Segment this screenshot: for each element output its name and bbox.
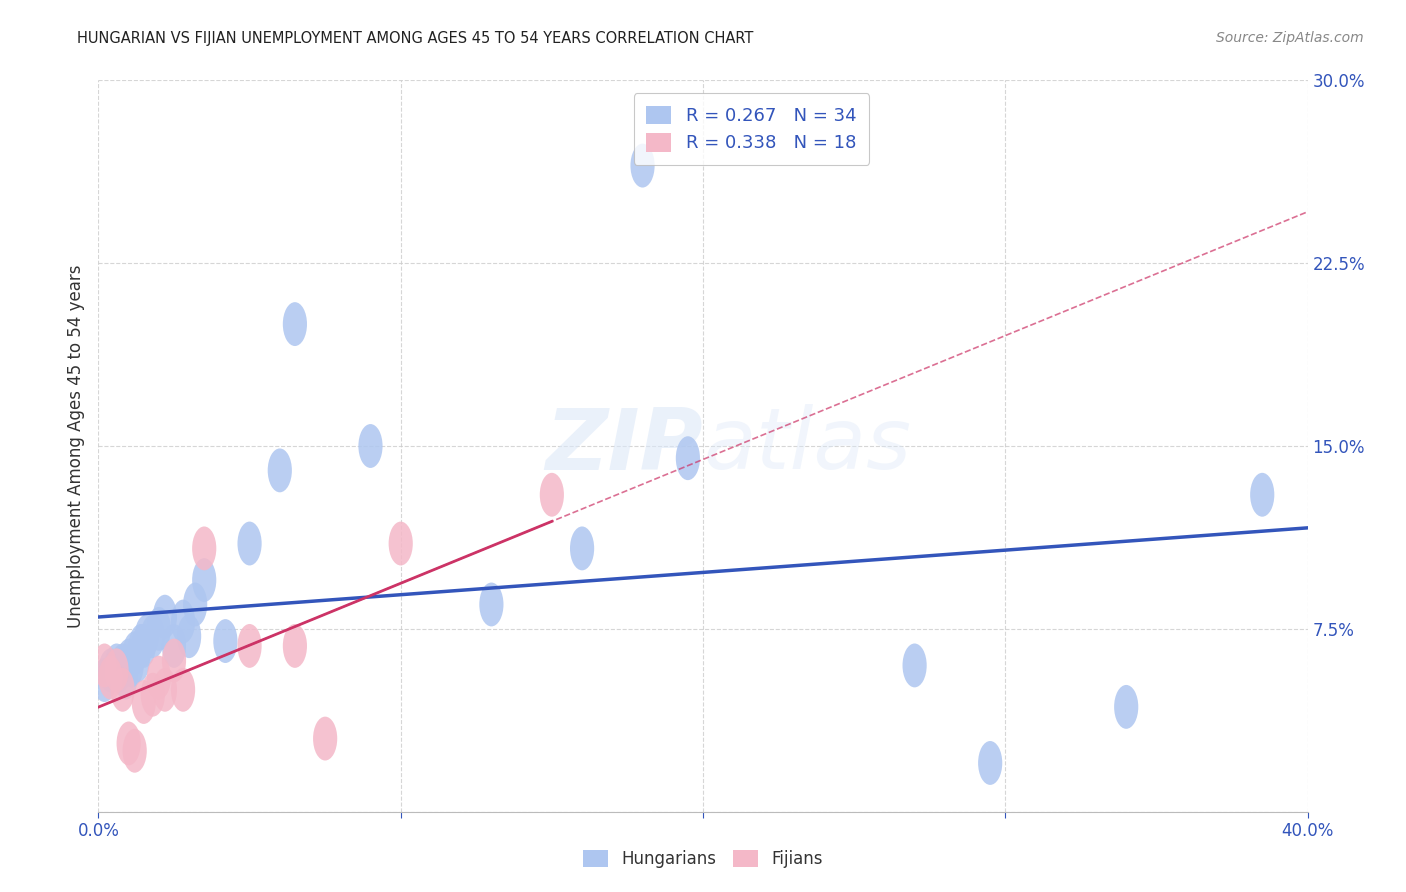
Text: ZIP: ZIP — [546, 404, 703, 488]
Ellipse shape — [98, 656, 122, 699]
Ellipse shape — [153, 668, 177, 712]
Ellipse shape — [183, 582, 207, 626]
Ellipse shape — [104, 648, 129, 692]
Ellipse shape — [267, 449, 292, 492]
Ellipse shape — [120, 643, 143, 688]
Ellipse shape — [93, 643, 117, 688]
Ellipse shape — [125, 639, 150, 682]
Ellipse shape — [111, 668, 135, 712]
Ellipse shape — [146, 656, 172, 699]
Ellipse shape — [111, 643, 135, 688]
Ellipse shape — [135, 615, 159, 658]
Ellipse shape — [283, 624, 307, 668]
Ellipse shape — [177, 615, 201, 658]
Ellipse shape — [172, 668, 195, 712]
Ellipse shape — [193, 526, 217, 570]
Ellipse shape — [141, 615, 165, 658]
Text: atlas: atlas — [703, 404, 911, 488]
Ellipse shape — [117, 722, 141, 765]
Ellipse shape — [146, 607, 172, 651]
Ellipse shape — [359, 424, 382, 468]
Ellipse shape — [283, 302, 307, 346]
Ellipse shape — [314, 716, 337, 761]
Ellipse shape — [979, 741, 1002, 785]
Text: HUNGARIAN VS FIJIAN UNEMPLOYMENT AMONG AGES 45 TO 54 YEARS CORRELATION CHART: HUNGARIAN VS FIJIAN UNEMPLOYMENT AMONG A… — [77, 31, 754, 46]
Ellipse shape — [172, 599, 195, 643]
Ellipse shape — [93, 658, 117, 702]
Ellipse shape — [162, 639, 186, 682]
Ellipse shape — [479, 582, 503, 626]
Ellipse shape — [676, 436, 700, 480]
Y-axis label: Unemployment Among Ages 45 to 54 years: Unemployment Among Ages 45 to 54 years — [66, 264, 84, 628]
Legend: R = 0.267   N = 34, R = 0.338   N = 18: R = 0.267 N = 34, R = 0.338 N = 18 — [634, 93, 869, 165]
Ellipse shape — [132, 680, 156, 724]
Ellipse shape — [1114, 685, 1139, 729]
Text: Source: ZipAtlas.com: Source: ZipAtlas.com — [1216, 31, 1364, 45]
Ellipse shape — [214, 619, 238, 663]
Ellipse shape — [104, 643, 129, 688]
Ellipse shape — [153, 595, 177, 639]
Ellipse shape — [132, 624, 156, 668]
Ellipse shape — [193, 558, 217, 602]
Ellipse shape — [162, 624, 186, 668]
Ellipse shape — [107, 648, 132, 692]
Ellipse shape — [1250, 473, 1274, 516]
Legend: Hungarians, Fijians: Hungarians, Fijians — [576, 843, 830, 875]
Ellipse shape — [540, 473, 564, 516]
Ellipse shape — [238, 624, 262, 668]
Ellipse shape — [903, 643, 927, 688]
Ellipse shape — [129, 624, 153, 668]
Ellipse shape — [569, 526, 595, 570]
Ellipse shape — [141, 673, 165, 716]
Ellipse shape — [98, 648, 122, 692]
Ellipse shape — [238, 522, 262, 566]
Ellipse shape — [630, 144, 655, 187]
Ellipse shape — [388, 522, 413, 566]
Ellipse shape — [117, 639, 141, 682]
Ellipse shape — [122, 632, 146, 675]
Ellipse shape — [122, 729, 146, 772]
Ellipse shape — [114, 656, 138, 699]
